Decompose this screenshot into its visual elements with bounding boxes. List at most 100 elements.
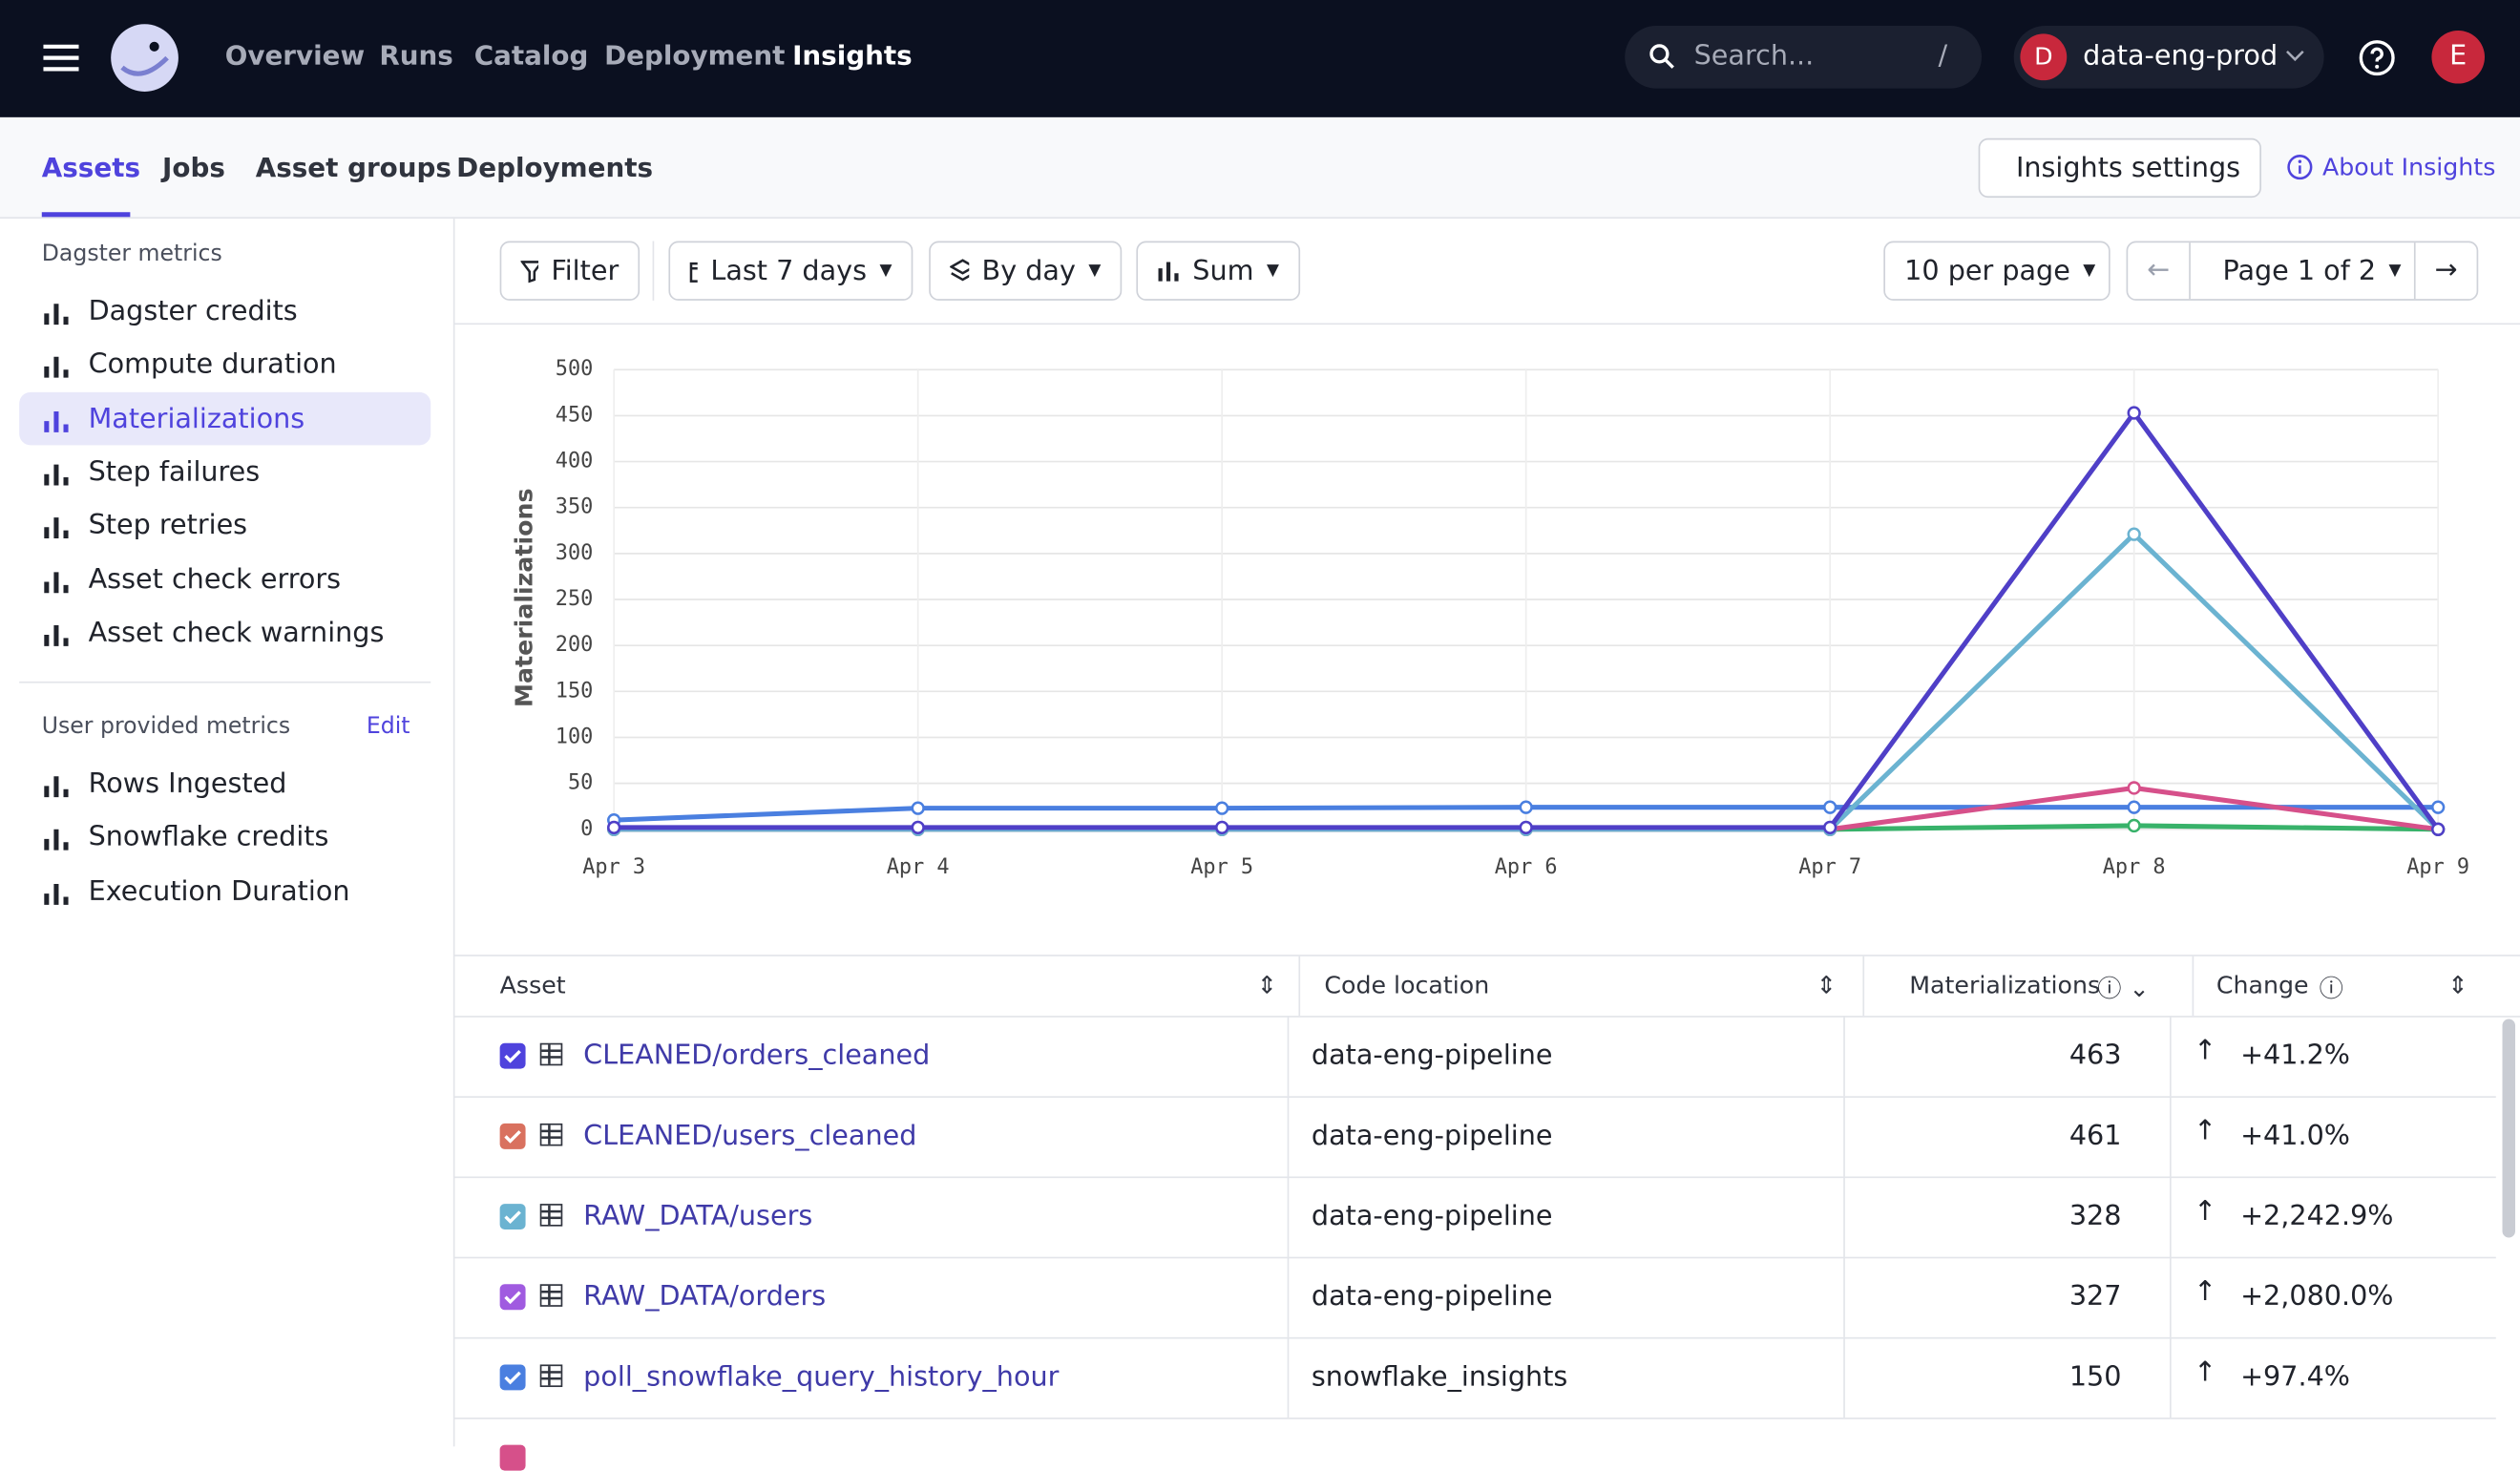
divider [2193,956,2194,1016]
table-row[interactable]: CLEANED/users_cleaneddata-eng-pipeline46… [454,1096,2495,1178]
sidebar-item[interactable]: Asset check warnings [89,617,385,649]
change: +97.4% [2240,1337,2350,1418]
table-row[interactable]: RAW_DATA/ordersdata-eng-pipeline327↑+2,0… [454,1257,2495,1339]
range-select[interactable]: Last 7 days▼ [668,242,913,301]
sidebar-item[interactable]: Step retries [89,510,248,542]
tab[interactable]: Deployments [456,153,653,183]
checkbox[interactable] [500,1043,526,1069]
data-point [2129,529,2140,540]
asset-link[interactable]: RAW_DATA/users [583,1176,812,1256]
sort-icon[interactable]: ⇕ [2447,971,2468,999]
nav-link[interactable]: Insights [792,40,913,71]
sidebar-item[interactable]: Asset check errors [89,563,341,596]
y-tick-label: 400 [556,450,594,473]
item-icon [42,513,71,541]
column-header[interactable]: Asset [500,971,566,999]
checkbox[interactable] [500,1204,526,1229]
materializations: 463 [2069,1016,2122,1096]
sort-icon[interactable]: ⇕ [1816,971,1837,999]
divider [2170,1257,2172,1337]
divider [1288,1016,1290,1096]
divider [1843,1096,1845,1176]
divider [1843,1176,1845,1256]
button-label: Last 7 days [710,255,867,287]
sidebar-item[interactable]: Rows Ingested [89,768,287,801]
table-icon [540,1284,563,1307]
divider [1843,1337,1845,1418]
table-row [454,1418,2495,1450]
menu-icon[interactable] [42,42,80,74]
sidebar-item[interactable]: Snowflake credits [89,822,329,854]
sidebar-item[interactable]: Step failures [89,456,261,489]
asset-link[interactable]: CLEANED/orders_cleaned [583,1016,930,1096]
asset-link[interactable]: CLEANED/users_cleaned [583,1096,916,1176]
user-avatar[interactable]: E [2431,31,2485,84]
y-tick-label: 300 [556,541,594,565]
data-point [1824,802,1836,813]
aggregation-select[interactable]: Sum▼ [1136,242,1300,301]
info-icon: ⓘ [2320,971,2343,1004]
data-point [2432,824,2444,835]
code-location: snowflake_insights [1312,1337,1567,1418]
search-shortcut: / [1939,40,1948,73]
checkbox[interactable] [500,1284,526,1310]
checkbox[interactable] [500,1124,526,1149]
help-icon[interactable] [2358,38,2396,76]
logo[interactable] [109,23,179,94]
tab[interactable]: Jobs [162,153,225,183]
checkbox[interactable] [500,1445,526,1471]
sort-icon[interactable]: ⇕ [1257,971,1277,999]
y-tick-label: 500 [556,357,594,381]
divider [1288,1176,1290,1256]
x-tick-label: Apr 3 [582,855,645,879]
data-point [2129,408,2140,419]
nav-link[interactable]: Deployment [604,40,785,71]
column-header[interactable]: Code location [1324,971,1489,999]
grouping-select[interactable]: By day▼ [929,242,1122,301]
data-point [2129,783,2140,794]
settings-button[interactable]: Insights settings [1979,138,2261,198]
chart: Materializations 05010015020025030035040… [454,325,2520,955]
table-icon [540,1204,563,1227]
search-icon [1648,43,1674,69]
data-point [2432,802,2444,813]
asset-link[interactable]: poll_snowflake_query_history_hour [583,1337,1059,1418]
sidebar-item[interactable]: Materializations [89,403,305,435]
sidebar-item[interactable]: Execution Duration [89,875,350,908]
code-location: data-eng-pipeline [1312,1016,1553,1096]
asset-link[interactable]: RAW_DATA/orders [583,1257,826,1337]
sidebar-item[interactable]: Dagster credits [89,296,298,328]
filter-button[interactable]: Filter [500,242,640,301]
about-link[interactable]: About Insights [2322,153,2495,181]
table-row[interactable]: poll_snowflake_query_history_hour snowfla… [454,1337,2495,1419]
nav-link[interactable]: Runs [379,40,453,71]
change: +41.2% [2240,1016,2350,1096]
tab[interactable]: Assets [42,153,140,183]
checkbox[interactable] [500,1364,526,1390]
button-label[interactable]: Page 1 of 2 [2203,255,2376,287]
table-row[interactable]: RAW_DATA/usersdata-eng-pipeline328↑+2,24… [454,1176,2495,1258]
nav-link[interactable]: Catalog [474,40,589,71]
divider [1288,1337,1290,1418]
item-icon [42,771,71,800]
item-icon [42,620,71,649]
arrow-icon: ↑ [2194,1035,2216,1067]
column-header[interactable]: Materializations [1909,971,2100,999]
item-icon [42,878,71,907]
scrollbar [2503,1019,2515,1237]
edit-link[interactable]: Edit [367,714,410,740]
code-location: data-eng-pipeline [1312,1257,1553,1337]
table-icon [540,1124,563,1146]
data-point [1521,802,1532,813]
column-header[interactable]: Change [2216,971,2309,999]
table-row[interactable]: CLEANED/orders_cleaned data-eng-pipeline 4… [454,1016,2495,1098]
sidebar-item[interactable]: Compute duration [89,349,337,382]
next-button[interactable]: → [2414,242,2477,299]
y-axis-label: Materializations [510,489,537,708]
divider [1288,1257,1290,1337]
tab[interactable]: Asset groups [256,153,452,183]
info-icon: ⓘ ⌄ [2097,971,2149,1004]
per-page-select[interactable]: 10 per page▼ [1883,242,2110,301]
nav-link[interactable]: Overview [225,40,365,71]
prev-button[interactable]: ← [2128,242,2191,299]
